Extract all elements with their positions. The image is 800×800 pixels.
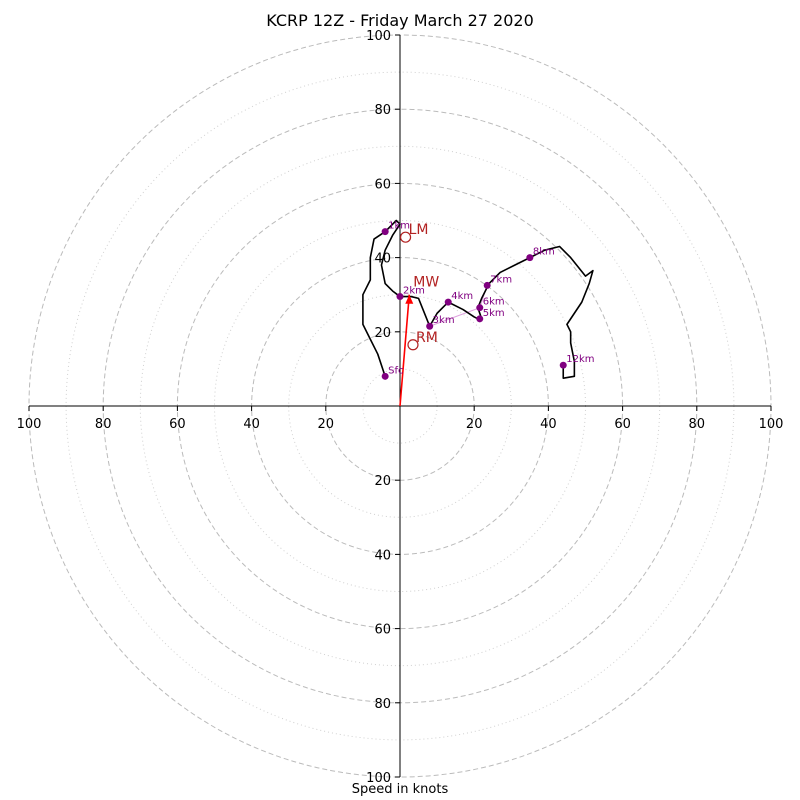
level-label-7km: 7km xyxy=(490,274,512,285)
level-point-1km xyxy=(381,228,389,236)
level-point-12km xyxy=(559,361,567,369)
wind-profile-line xyxy=(362,219,594,379)
level-point-2km xyxy=(396,293,404,301)
level-point-4km xyxy=(444,298,452,306)
level-label-3km: 3km xyxy=(433,315,455,326)
x-tick-label-0: 100 xyxy=(17,417,42,432)
x-tick-label-4: 20 xyxy=(318,417,335,432)
y-tick-label-5: 20 xyxy=(374,474,391,489)
y-tick-label-7: 60 xyxy=(374,623,391,638)
level-label-6km: 6km xyxy=(483,297,505,308)
level-label-8km: 8km xyxy=(533,247,555,258)
y-tick-label-9: 100 xyxy=(366,771,391,786)
level-point-8km xyxy=(526,254,534,262)
y-tick-label-6: 40 xyxy=(374,548,391,563)
mean-wind-vector xyxy=(399,294,411,407)
x-tick-label-8: 80 xyxy=(689,417,706,432)
lm-label: LM xyxy=(409,222,429,238)
rm-marker xyxy=(407,339,419,351)
mean-wind-arrowhead xyxy=(405,294,414,304)
level-point-5km xyxy=(476,315,484,323)
level-point-sfc xyxy=(381,372,389,380)
x-tick-label-3: 40 xyxy=(243,417,260,432)
level-label-2km: 2km xyxy=(403,286,425,297)
y-tick-label-4: 20 xyxy=(374,326,391,341)
level-label-sfc: Sfc xyxy=(388,365,403,376)
level-point-3km xyxy=(426,322,434,330)
level-point-6km xyxy=(476,304,484,312)
level-point-7km xyxy=(483,281,491,289)
x-tick-label-9: 100 xyxy=(759,417,784,432)
level-label-1km: 1km xyxy=(388,221,410,232)
y-tick-label-8: 80 xyxy=(374,697,391,712)
level-label-5km: 5km xyxy=(483,308,505,319)
level-label-4km: 4km xyxy=(451,291,473,302)
level-label-12km: 12km xyxy=(566,354,594,365)
lm-marker xyxy=(399,231,412,243)
y-tick-label-2: 60 xyxy=(374,177,391,192)
chart-title: KCRP 12Z - Friday March 27 2020 xyxy=(266,11,534,30)
y-tick-label-1: 80 xyxy=(374,103,391,118)
y-tick-label-0: 100 xyxy=(366,29,391,44)
x-tick-label-1: 80 xyxy=(95,417,112,432)
x-tick-label-7: 60 xyxy=(614,417,631,432)
x-axis-label: Speed in knots xyxy=(351,782,449,797)
x-tick-label-6: 40 xyxy=(540,417,557,432)
x-tick-label-2: 60 xyxy=(169,417,186,432)
rm-label: RM xyxy=(416,330,438,346)
x-tick-label-5: 20 xyxy=(466,417,483,432)
mean-wind-label: MW xyxy=(413,275,439,291)
